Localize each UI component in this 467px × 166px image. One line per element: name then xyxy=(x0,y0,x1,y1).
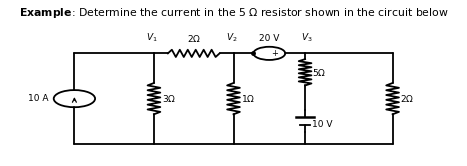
Text: 2$\Omega$: 2$\Omega$ xyxy=(400,93,414,104)
Text: +: + xyxy=(271,49,278,58)
Text: $V_2$: $V_2$ xyxy=(226,32,237,44)
Text: 20 V: 20 V xyxy=(259,35,279,43)
Text: 10 A: 10 A xyxy=(28,94,49,103)
Text: 2$\Omega$: 2$\Omega$ xyxy=(187,33,201,44)
Text: $\bf{Example}$: Determine the current in the 5 $\Omega$ resistor shown in the ci: $\bf{Example}$: Determine the current in… xyxy=(19,6,448,20)
Text: 5$\Omega$: 5$\Omega$ xyxy=(312,67,326,78)
Text: 3$\Omega$: 3$\Omega$ xyxy=(162,93,176,104)
Text: 1$\Omega$: 1$\Omega$ xyxy=(241,93,255,104)
Text: 10 V: 10 V xyxy=(312,121,333,129)
Text: $V_1$: $V_1$ xyxy=(146,32,158,44)
Text: $V_3$: $V_3$ xyxy=(301,32,313,44)
